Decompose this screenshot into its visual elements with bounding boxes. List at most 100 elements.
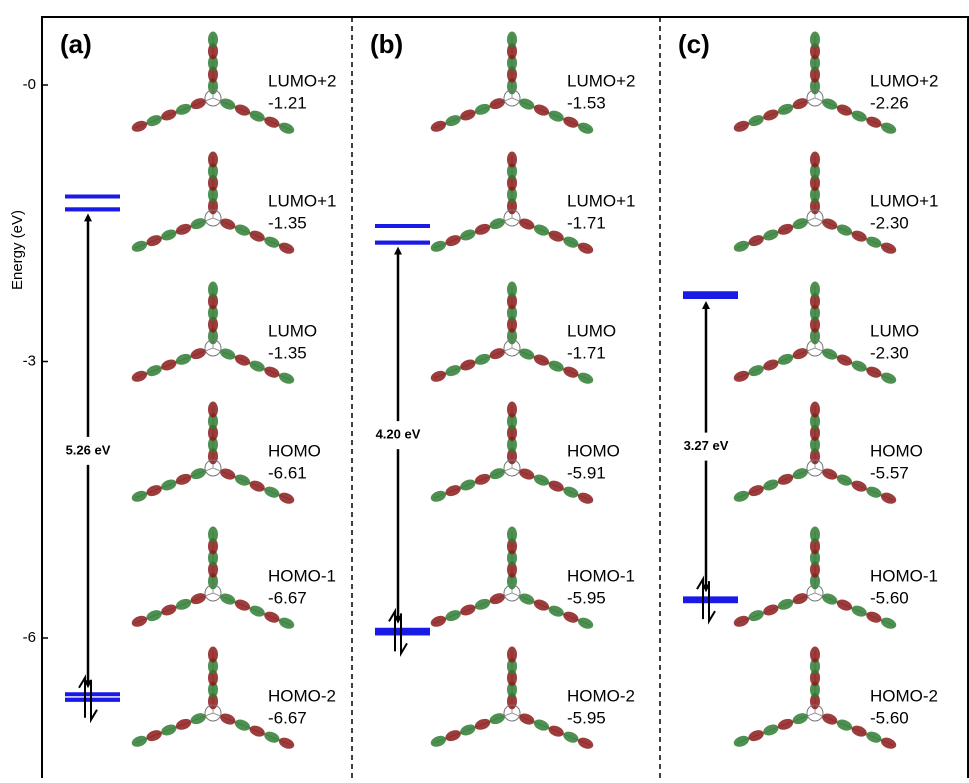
orbital-lobe bbox=[208, 549, 218, 566]
orbital-lobe bbox=[810, 66, 820, 83]
orbital-name: LUMO+1 bbox=[268, 191, 337, 210]
orbital-lobe bbox=[533, 224, 550, 236]
orbital-lobe bbox=[507, 281, 517, 298]
orbital-name: HOMO bbox=[870, 441, 923, 460]
orbital-lobe bbox=[792, 593, 808, 605]
orbital-lobe bbox=[733, 615, 750, 627]
orbital-lobe bbox=[548, 110, 564, 122]
orbital-lobe bbox=[810, 43, 820, 60]
orbital-lobe bbox=[810, 646, 820, 663]
orbital-lobe bbox=[533, 599, 550, 611]
orbital-name: LUMO bbox=[870, 321, 919, 340]
orbital-lobe bbox=[278, 492, 295, 504]
orbital-lobe bbox=[460, 604, 476, 616]
orbital-name: LUMO bbox=[268, 321, 317, 340]
orbital-lobe bbox=[851, 230, 867, 242]
orbital-lobe bbox=[489, 348, 505, 360]
orbital-lobe bbox=[577, 737, 594, 749]
orbital-lobe bbox=[866, 611, 882, 623]
electron-down bbox=[400, 613, 408, 658]
orbital-lobe bbox=[851, 725, 867, 737]
orbital-lobe bbox=[507, 43, 517, 60]
orbital-name: HOMO-1 bbox=[870, 566, 938, 585]
orbital-lobe bbox=[733, 735, 750, 747]
panel-label: (b) bbox=[370, 29, 403, 59]
orbital-lobe bbox=[489, 98, 505, 110]
orbital-name: HOMO bbox=[567, 441, 620, 460]
orbital-lobe bbox=[234, 354, 251, 366]
orbital-lobe bbox=[220, 348, 236, 360]
molecule bbox=[131, 526, 295, 629]
orbital-lobe bbox=[249, 605, 265, 617]
orbital-lobe bbox=[146, 115, 162, 127]
molecule bbox=[733, 281, 897, 384]
orbital-lobe bbox=[507, 549, 517, 566]
orbital-lobe bbox=[460, 479, 476, 491]
molecule bbox=[733, 151, 897, 254]
orbital-lobe bbox=[146, 730, 162, 742]
orbital-lobe bbox=[880, 737, 897, 749]
orbital-lobe bbox=[208, 31, 218, 48]
orbital-name: LUMO bbox=[567, 321, 616, 340]
orbital-lobe bbox=[810, 163, 820, 180]
orbital-lobe bbox=[489, 713, 505, 725]
orbital-lobe bbox=[851, 360, 867, 372]
molecule-core bbox=[204, 209, 222, 227]
orbital-lobe bbox=[810, 304, 820, 321]
orbital-lobe bbox=[533, 354, 550, 366]
orbital-lobe bbox=[777, 598, 794, 610]
orbital-lobe bbox=[866, 366, 882, 378]
orbital-lobe bbox=[131, 120, 148, 132]
orbital-lobe bbox=[489, 218, 505, 230]
orbital-lobe bbox=[851, 110, 867, 122]
orbital-lobe bbox=[519, 218, 535, 230]
orbital-lobe bbox=[161, 724, 177, 736]
molecule-core bbox=[503, 704, 521, 722]
orbital-lobe bbox=[208, 43, 218, 60]
panel-label: (c) bbox=[678, 29, 710, 59]
orbital-lobe bbox=[851, 480, 867, 492]
orbital-lobe bbox=[430, 490, 447, 502]
orbital-lobe bbox=[264, 611, 280, 623]
orbital-lobe bbox=[161, 479, 177, 491]
orbital-lobe bbox=[208, 413, 218, 430]
orbital-lobe bbox=[810, 151, 820, 168]
orbital-energy: -2.30 bbox=[870, 213, 909, 232]
orbital-lobe bbox=[822, 593, 838, 605]
orbital-lobe bbox=[208, 669, 218, 686]
orbital-lobe bbox=[208, 526, 218, 543]
orbital-energy: -6.67 bbox=[268, 588, 307, 607]
orbital-lobe bbox=[507, 401, 517, 418]
orbital-lobe bbox=[519, 713, 535, 725]
molecule bbox=[430, 281, 594, 384]
orbital-lobe bbox=[810, 316, 820, 333]
orbital-lobe bbox=[474, 473, 491, 485]
orbital-lobe bbox=[190, 593, 206, 605]
orbital-lobe bbox=[810, 549, 820, 566]
orbital-lobe bbox=[792, 98, 808, 110]
molecule bbox=[430, 646, 594, 749]
orbital-lobe bbox=[190, 468, 206, 480]
orbital-lobe bbox=[851, 605, 867, 617]
molecule bbox=[430, 151, 594, 254]
orbital-lobe bbox=[533, 719, 550, 731]
orbital-lobe bbox=[563, 486, 579, 498]
orbital-energy: -1.71 bbox=[567, 213, 606, 232]
orbital-lobe bbox=[866, 731, 882, 743]
electron-up bbox=[696, 575, 704, 620]
molecule bbox=[733, 31, 897, 134]
orbital-lobe bbox=[131, 735, 148, 747]
orbital-lobe bbox=[175, 223, 192, 235]
orbital-energy: -1.71 bbox=[567, 343, 606, 362]
orbital-energy: -2.26 bbox=[870, 93, 909, 112]
orbital-lobe bbox=[190, 713, 206, 725]
orbital-lobe bbox=[234, 474, 251, 486]
orbital-lobe bbox=[430, 240, 447, 252]
orbital-lobe bbox=[278, 242, 295, 254]
orbital-lobe bbox=[748, 610, 764, 622]
orbital-lobe bbox=[234, 104, 251, 116]
orbital-lobe bbox=[264, 366, 280, 378]
orbital-energy: -5.60 bbox=[870, 588, 909, 607]
orbital-lobe bbox=[146, 610, 162, 622]
orbital-lobe bbox=[264, 486, 280, 498]
